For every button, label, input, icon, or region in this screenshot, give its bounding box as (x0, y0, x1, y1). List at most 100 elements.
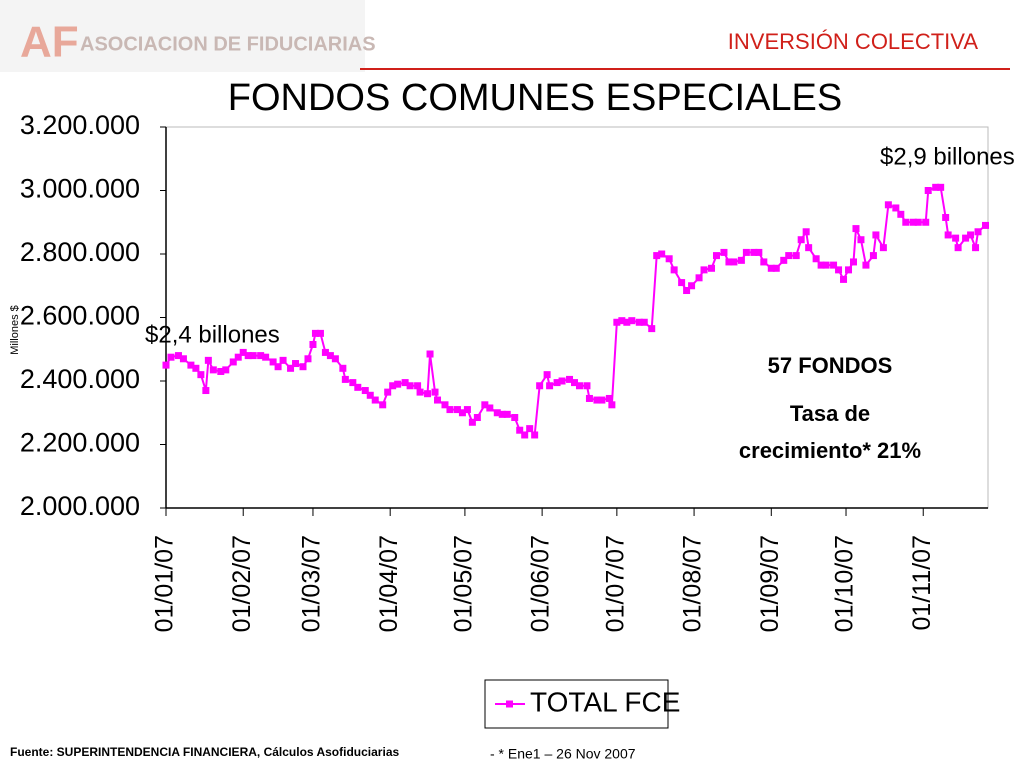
point-marker (869, 252, 877, 260)
point-marker (531, 431, 539, 439)
point-marker (952, 234, 960, 242)
point-marker (954, 244, 962, 252)
point-marker (361, 387, 369, 395)
point-marker (234, 353, 242, 361)
point-marker (536, 382, 544, 390)
point-marker (481, 401, 489, 409)
point-marker (463, 406, 471, 414)
point-marker (249, 352, 257, 360)
point-marker (982, 221, 990, 229)
logo-background (0, 0, 365, 72)
point-marker (683, 287, 691, 295)
point-marker (269, 358, 277, 366)
y-tick-label: 2.000.000 (20, 491, 140, 521)
chart-title: FONDOS COMUNES ESPECIALES (228, 77, 842, 119)
point-marker (262, 353, 270, 361)
point-marker (354, 383, 362, 391)
point-marker (845, 266, 853, 274)
x-tick-label: 01/06/07 (527, 535, 555, 632)
point-marker (608, 401, 616, 409)
point-marker (204, 356, 212, 364)
point-marker (742, 248, 750, 256)
point-marker (503, 410, 511, 418)
point-marker (244, 352, 252, 360)
point-marker (653, 252, 661, 260)
point-marker (304, 355, 312, 363)
x-tick-label: 01/08/07 (679, 535, 707, 632)
point-marker (401, 379, 409, 387)
point-marker (566, 375, 574, 383)
point-marker (840, 275, 848, 283)
point-marker (712, 252, 720, 260)
point-marker (558, 377, 566, 385)
point-marker (583, 382, 591, 390)
footer-source: Fuente: SUPERINTENDENCIA FINANCIERA, Cál… (10, 745, 399, 759)
point-marker (725, 258, 733, 266)
point-marker (670, 266, 678, 274)
point-marker (511, 414, 519, 422)
point-marker (785, 252, 793, 260)
point-marker (613, 318, 621, 326)
point-marker (802, 228, 810, 236)
point-marker (830, 261, 838, 269)
y-tick-label: 2.200.000 (20, 428, 140, 458)
text-box-line: Tasa de (790, 401, 870, 426)
point-marker (618, 317, 626, 325)
point-marker (394, 380, 402, 388)
point-marker (822, 261, 830, 269)
point-marker (792, 252, 800, 260)
point-marker (371, 396, 379, 404)
y-axis-label: Millones $ (9, 305, 21, 355)
point-marker (209, 366, 217, 374)
annotation: $2,4 billones (145, 321, 280, 348)
point-marker (553, 379, 561, 387)
legend-label: TOTAL FCE (530, 686, 680, 717)
point-marker (453, 406, 461, 414)
point-marker (431, 388, 439, 396)
x-tick-label: 01/07/07 (601, 535, 629, 632)
point-marker (598, 396, 606, 404)
point-marker (892, 204, 900, 212)
point-marker (665, 255, 673, 263)
point-marker (349, 379, 357, 387)
point-marker (942, 213, 950, 221)
point-marker (197, 371, 205, 379)
point-marker (628, 317, 636, 325)
point-marker (543, 371, 551, 379)
point-marker (384, 388, 392, 396)
point-marker (174, 352, 182, 360)
point-marker (730, 258, 738, 266)
point-marker (257, 352, 265, 360)
x-tick-label: 01/09/07 (756, 535, 784, 632)
point-marker (817, 261, 825, 269)
point-marker (835, 266, 843, 274)
point-marker (167, 353, 175, 361)
point-marker (229, 358, 237, 366)
point-marker (239, 348, 247, 356)
y-tick-label: 2.400.000 (20, 364, 140, 394)
point-marker (884, 201, 892, 209)
point-marker (879, 244, 887, 252)
point-marker (321, 348, 329, 356)
point-marker (944, 231, 952, 239)
point-marker (772, 264, 780, 272)
legend-marker (506, 700, 513, 708)
point-marker (914, 218, 922, 226)
point-marker (797, 236, 805, 244)
point-marker (331, 355, 339, 363)
point-marker (486, 404, 494, 412)
y-tick-label: 2.600.000 (20, 301, 140, 331)
point-marker (760, 258, 768, 266)
point-marker (648, 325, 656, 333)
point-marker (708, 264, 716, 272)
point-marker (640, 318, 648, 326)
y-tick-label: 2.800.000 (20, 237, 140, 267)
point-marker (688, 282, 696, 290)
point-marker (967, 231, 975, 239)
point-marker (426, 350, 434, 358)
point-marker (521, 431, 529, 439)
point-marker (473, 414, 481, 422)
point-marker (414, 382, 422, 390)
point-marker (922, 218, 930, 226)
point-marker (311, 329, 319, 337)
